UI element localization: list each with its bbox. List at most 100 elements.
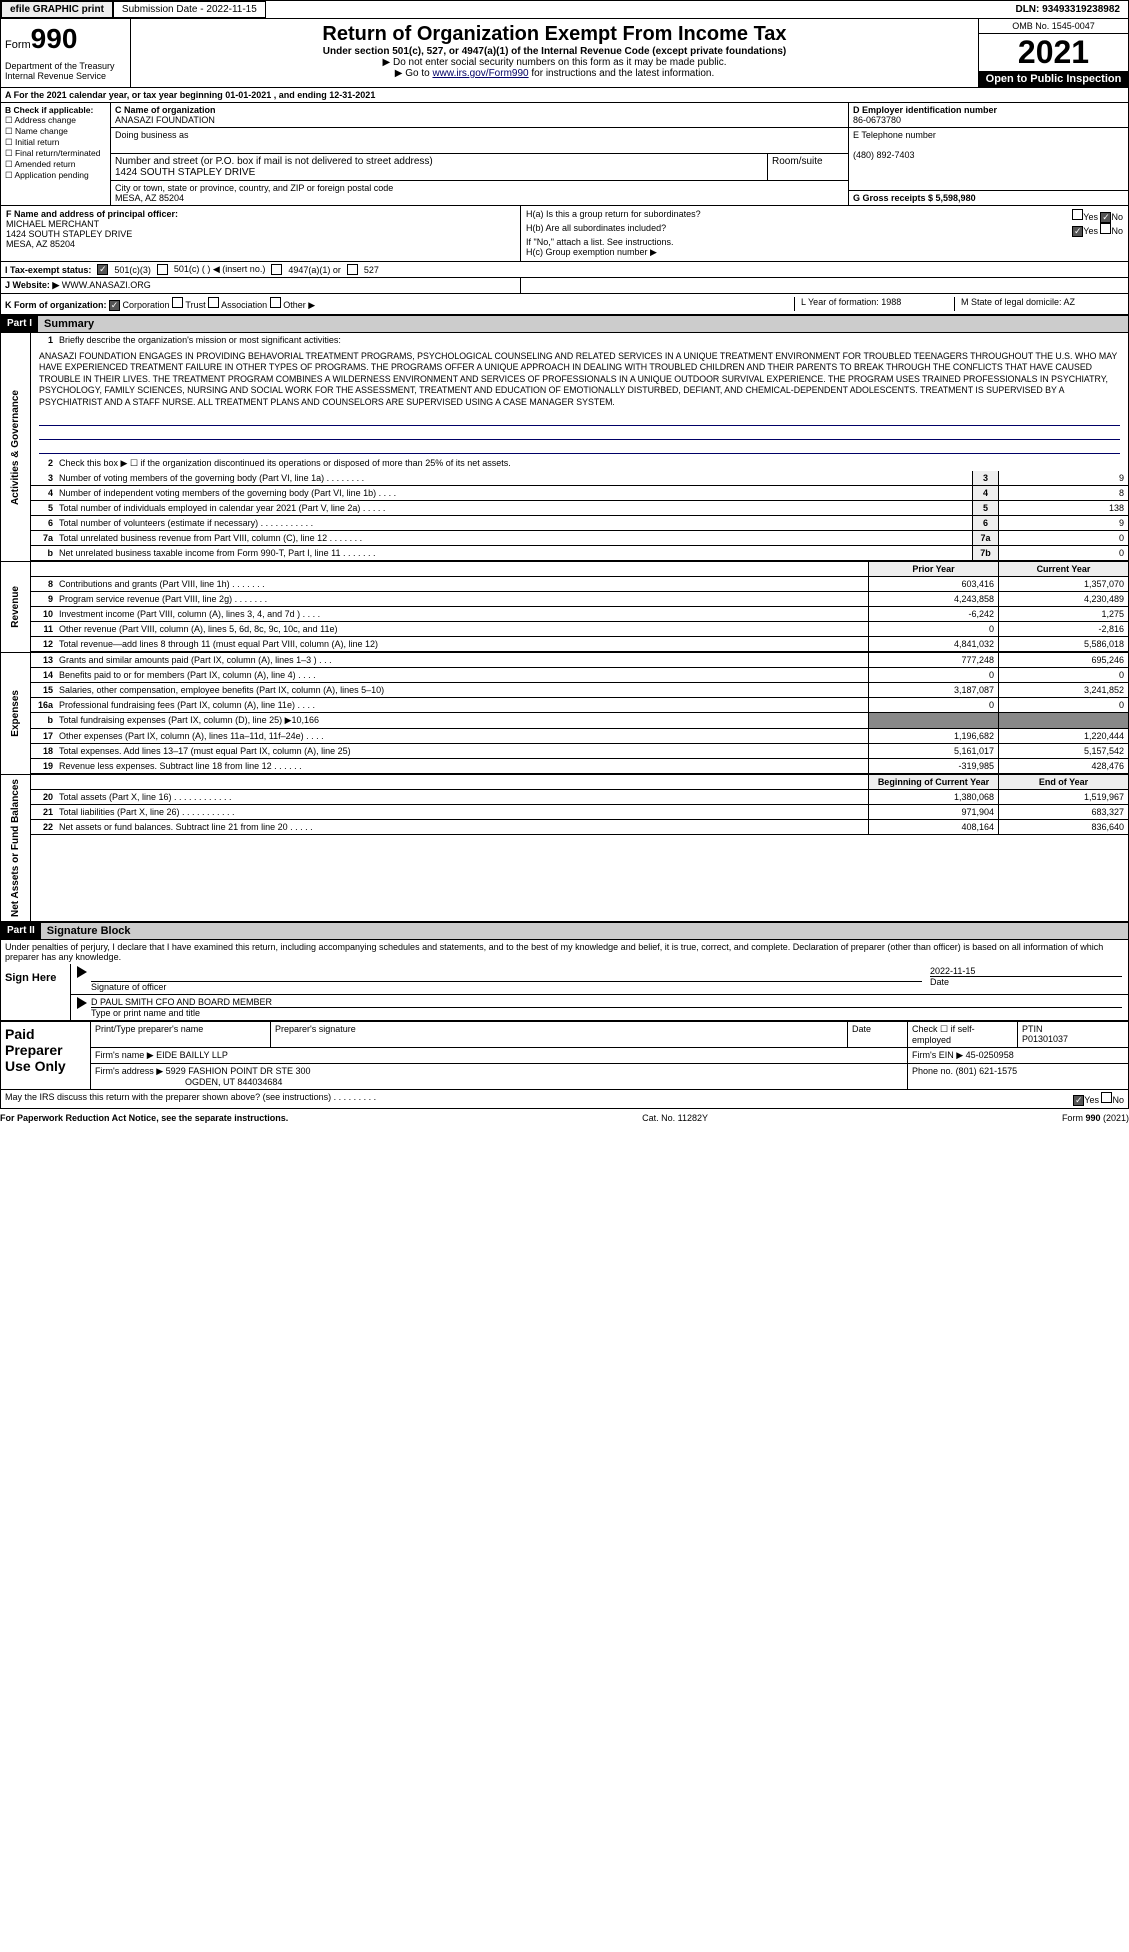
hdr-begin: Beginning of Current Year	[868, 775, 998, 789]
table-row: 7aTotal unrelated business revenue from …	[31, 531, 1128, 546]
discuss-row: May the IRS discuss this return with the…	[0, 1090, 1129, 1109]
h-b-label: H(b) Are all subordinates included?	[526, 223, 666, 237]
section-fh: F Name and address of principal officer:…	[0, 206, 1129, 262]
website-url[interactable]: WWW.ANASAZI.ORG	[62, 280, 151, 290]
hdr-prior: Prior Year	[868, 562, 998, 576]
top-bar: efile GRAPHIC print Submission Date - 20…	[0, 0, 1129, 19]
paid-preparer-block: Paid Preparer Use Only Print/Type prepar…	[0, 1021, 1129, 1090]
discuss-no[interactable]	[1101, 1092, 1112, 1103]
ha-yes[interactable]	[1072, 209, 1083, 220]
form-title: Return of Organization Exempt From Incom…	[135, 23, 974, 46]
table-row: 15Salaries, other compensation, employee…	[31, 683, 1128, 698]
side-revenue: Revenue	[8, 582, 23, 632]
chk-final[interactable]: ☐ Final return/terminated	[5, 148, 106, 159]
chk-corp[interactable]: ✓	[109, 300, 120, 311]
table-row: 6Total number of volunteers (estimate if…	[31, 516, 1128, 531]
hdr-end: End of Year	[998, 775, 1128, 789]
box-e: E Telephone number(480) 892-7403	[849, 128, 1128, 191]
form-subtitle: Under section 501(c), 527, or 4947(a)(1)…	[135, 46, 974, 57]
table-row: 16aProfessional fundraising fees (Part I…	[31, 698, 1128, 713]
blank-rule	[39, 442, 1120, 454]
hb-no[interactable]	[1100, 223, 1111, 234]
box-c-room: Room/suite	[768, 154, 848, 180]
chk-4947[interactable]	[271, 264, 282, 275]
omb-number: OMB No. 1545-0047	[979, 19, 1128, 34]
h-c-label: H(c) Group exemption number ▶	[526, 247, 1123, 258]
prep-date-hdr: Date	[848, 1022, 908, 1047]
irs-label: Internal Revenue Service	[5, 71, 126, 81]
efile-print-button[interactable]: efile GRAPHIC print	[1, 1, 113, 18]
chk-amended[interactable]: ☐ Amended return	[5, 159, 106, 170]
dept-label: Department of the Treasury	[5, 61, 126, 71]
chk-name[interactable]: ☐ Name change	[5, 126, 106, 137]
goto-note: ▶ Go to www.irs.gov/Form990 for instruct…	[135, 68, 974, 79]
part1-header: Part ISummary	[0, 315, 1129, 333]
sign-here-label: Sign Here	[1, 964, 71, 1020]
arrow-icon	[77, 966, 87, 978]
page-footer: For Paperwork Reduction Act Notice, see …	[0, 1109, 1129, 1127]
privacy-note: ▶ Do not enter social security numbers o…	[135, 57, 974, 68]
chk-address[interactable]: ☐ Address change	[5, 115, 106, 126]
footer-form: Form 990 (2021)	[1062, 1113, 1129, 1123]
ptin-hdr: PTIN	[1022, 1024, 1043, 1034]
arrow-icon	[77, 997, 87, 1009]
sign-here-block: Sign Here Signature of officer2022-11-15…	[0, 964, 1129, 1021]
table-row: 22Net assets or fund balances. Subtract …	[31, 820, 1128, 835]
box-h: H(a) Is this a group return for subordin…	[521, 206, 1128, 261]
box-f: F Name and address of principal officer:…	[1, 206, 521, 261]
tax-year: 2021	[979, 34, 1128, 71]
paid-label: Paid Preparer Use Only	[1, 1022, 91, 1089]
line-a: A For the 2021 calendar year, or tax yea…	[0, 87, 1129, 103]
part1-revenue: Revenue Prior YearCurrent Year 8Contribu…	[0, 562, 1129, 653]
dln: DLN: 93493319238982	[1007, 2, 1128, 17]
chk-pending[interactable]: ☐ Application pending	[5, 170, 106, 181]
table-row: 14Benefits paid to or for members (Part …	[31, 668, 1128, 683]
footer-notice: For Paperwork Reduction Act Notice, see …	[0, 1113, 288, 1123]
firm-phone: (801) 621-1575	[956, 1066, 1018, 1076]
chk-501c3[interactable]: ✓	[97, 264, 108, 275]
irs-link[interactable]: www.irs.gov/Form990	[432, 68, 528, 79]
website-label: J Website: ▶	[5, 280, 59, 290]
table-row: 19Revenue less expenses. Subtract line 1…	[31, 759, 1128, 774]
side-net: Net Assets or Fund Balances	[8, 775, 23, 921]
chk-501c[interactable]	[157, 264, 168, 275]
chk-assoc[interactable]	[208, 297, 219, 308]
chk-527[interactable]	[347, 264, 358, 275]
table-row: 4Number of independent voting members of…	[31, 486, 1128, 501]
firm-name: EIDE BAILLY LLP	[156, 1050, 228, 1060]
hb-yes[interactable]: ✓	[1072, 226, 1083, 237]
hdr-curr: Current Year	[998, 562, 1128, 576]
box-c-city: City or town, state or province, country…	[111, 181, 848, 205]
submission-date: Submission Date - 2022-11-15	[113, 1, 266, 18]
part1-governance: Activities & Governance 1Briefly describ…	[0, 333, 1129, 562]
discuss-yes[interactable]: ✓	[1073, 1095, 1084, 1106]
ha-no[interactable]: ✓	[1100, 212, 1111, 223]
tax-status-label: I Tax-exempt status:	[5, 265, 91, 275]
table-row: 9Program service revenue (Part VIII, lin…	[31, 592, 1128, 607]
mission-text: ANASAZI FOUNDATION ENGAGES IN PROVIDING …	[31, 347, 1128, 412]
footer-catno: Cat. No. 11282Y	[288, 1113, 1062, 1123]
prep-name-hdr: Print/Type preparer's name	[91, 1022, 271, 1047]
box-d: D Employer identification number86-06737…	[849, 103, 1128, 128]
side-governance: Activities & Governance	[8, 386, 23, 509]
box-b: B Check if applicable: ☐ Address change …	[1, 103, 111, 205]
chk-trust[interactable]	[172, 297, 183, 308]
table-row: 13Grants and similar amounts paid (Part …	[31, 653, 1128, 668]
part2-header: Part IISignature Block	[0, 922, 1129, 940]
h-a-label: H(a) Is this a group return for subordin…	[526, 209, 701, 223]
table-row: 17Other expenses (Part IX, column (A), l…	[31, 729, 1128, 744]
firm-addr: 5929 FASHION POINT DR STE 300	[166, 1066, 311, 1076]
ptin-val: P01301037	[1022, 1034, 1068, 1044]
table-row: 5Total number of individuals employed in…	[31, 501, 1128, 516]
form-number: Form990	[5, 23, 126, 55]
blank-rule	[39, 428, 1120, 440]
chk-other[interactable]	[270, 297, 281, 308]
table-row: 21Total liabilities (Part X, line 26) . …	[31, 805, 1128, 820]
box-c-dba: Doing business as	[111, 128, 848, 154]
chk-initial[interactable]: ☐ Initial return	[5, 137, 106, 148]
table-row: 20Total assets (Part X, line 16) . . . .…	[31, 790, 1128, 805]
table-row: bTotal fundraising expenses (Part IX, co…	[31, 713, 1128, 729]
box-g: G Gross receipts $ 5,598,980	[849, 191, 1128, 205]
box-c-street: Number and street (or P.O. box if mail i…	[111, 154, 768, 180]
table-row: 12Total revenue—add lines 8 through 11 (…	[31, 637, 1128, 652]
